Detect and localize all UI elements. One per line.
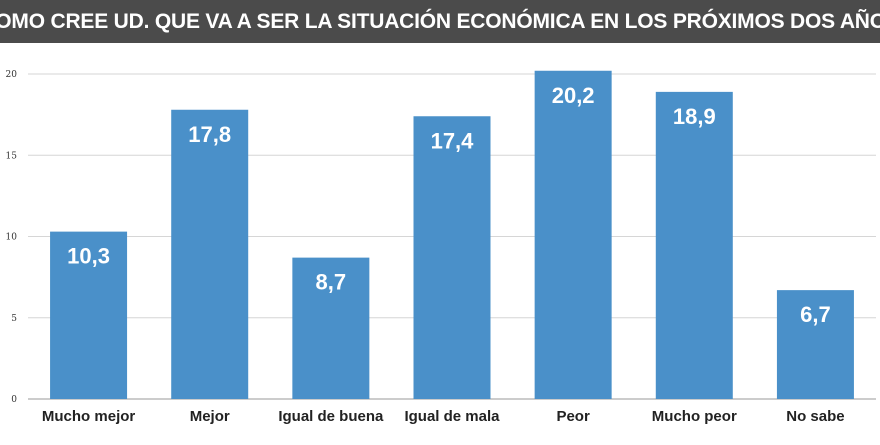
bar	[655, 91, 733, 399]
bar	[171, 109, 249, 399]
chart-area: 0 5 10 15 20 10,3 Mucho mejor 17,8 Mejor 8,7 Igual…	[0, 43, 880, 445]
bar-value-label: 8,7	[316, 270, 347, 295]
bar-value-label: 17,8	[188, 122, 231, 147]
x-category-label: Igual de buena	[278, 408, 384, 425]
bar	[534, 70, 612, 399]
bar-value-label: 18,9	[673, 104, 716, 129]
x-category-label: Mucho mejor	[42, 408, 136, 425]
bar	[50, 231, 128, 399]
chart-title: ¿COMO CREE UD. QUE VA A SER LA SITUACIÓN…	[0, 9, 880, 33]
x-category-label: Peor	[556, 408, 590, 425]
bar	[413, 116, 491, 399]
bar-value-label: 10,3	[67, 244, 110, 269]
y-tick-label: 20	[6, 70, 18, 80]
bar	[776, 290, 854, 399]
x-category-label: Mejor	[190, 408, 230, 425]
y-tick-label: 0	[11, 395, 17, 405]
y-tick-label: 10	[6, 233, 18, 243]
bar-chart: 0 5 10 15 20 10,3 Mucho mejor 17,8 Mejor 8,7 Igual…	[6, 70, 876, 425]
bar-value-label: 6,7	[800, 302, 831, 327]
y-tick-label: 5	[11, 314, 17, 324]
bar-value-label: 20,2	[552, 83, 595, 108]
x-category-label: Igual de mala	[404, 408, 500, 425]
bar-value-label: 17,4	[431, 128, 475, 153]
x-category-label: Mucho peor	[652, 408, 737, 425]
y-tick-label: 15	[6, 151, 18, 161]
x-category-label: No sabe	[786, 408, 844, 425]
chart-title-bar: ¿COMO CREE UD. QUE VA A SER LA SITUACIÓN…	[0, 0, 880, 43]
bar	[292, 257, 370, 399]
